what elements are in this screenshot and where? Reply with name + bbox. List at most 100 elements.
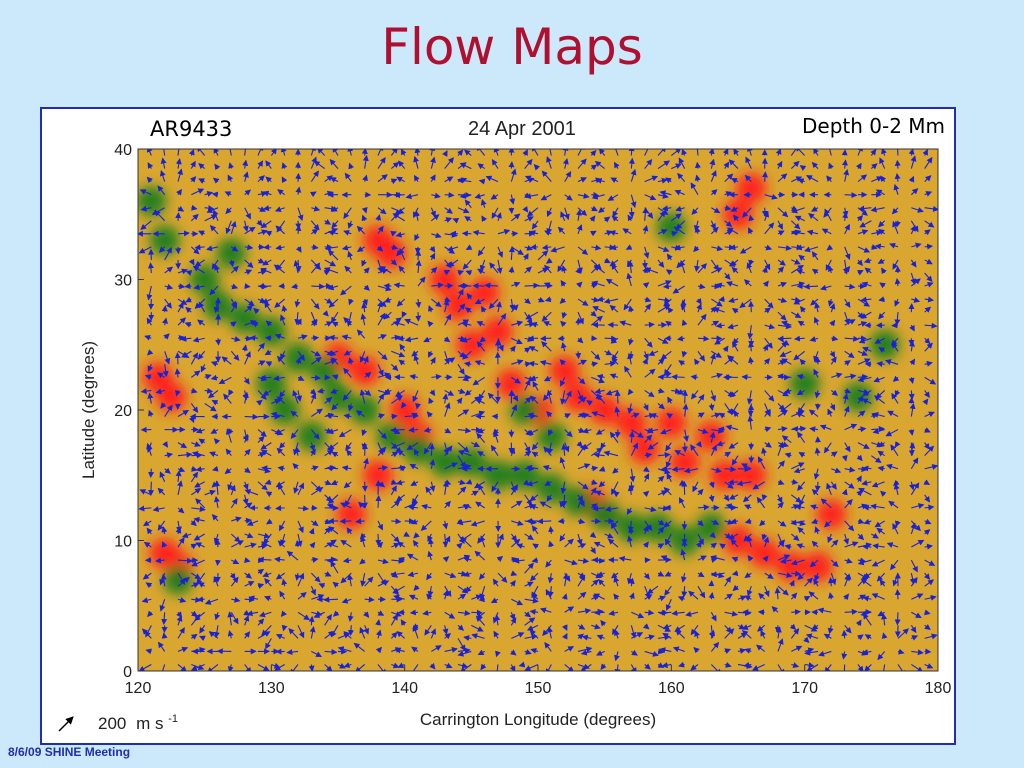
flow-vector bbox=[230, 576, 239, 587]
flow-vector bbox=[339, 518, 352, 525]
flow-vector bbox=[348, 357, 354, 365]
flow-vector bbox=[161, 541, 168, 548]
flow-vector bbox=[276, 220, 286, 233]
flow-vector bbox=[274, 333, 285, 340]
green-region-patch bbox=[483, 460, 513, 491]
flow-vector bbox=[260, 220, 272, 229]
flow-vector bbox=[208, 389, 219, 399]
flow-vector bbox=[244, 335, 253, 342]
flow-vector bbox=[262, 259, 272, 266]
flow-vector bbox=[191, 451, 205, 457]
flow-vector bbox=[353, 642, 366, 652]
flow-vector bbox=[397, 335, 405, 342]
flow-vector bbox=[185, 306, 192, 314]
flow-vector bbox=[249, 335, 259, 342]
flow-vector bbox=[894, 612, 901, 626]
flow-vector bbox=[310, 191, 317, 198]
flow-vector bbox=[146, 349, 154, 356]
flow-vector bbox=[294, 312, 301, 326]
footer-text: 8/6/09 SHINE Meeting bbox=[8, 745, 131, 759]
flow-vector bbox=[327, 284, 339, 291]
flow-vector bbox=[263, 244, 272, 251]
flow-vector bbox=[231, 245, 239, 252]
flow-vector bbox=[281, 624, 288, 632]
flow-vector bbox=[225, 220, 232, 235]
flow-vector bbox=[177, 507, 185, 514]
flow-vector bbox=[164, 404, 173, 417]
flow-vector bbox=[209, 225, 219, 235]
flow-vector bbox=[177, 283, 186, 290]
red-region-patch bbox=[709, 460, 740, 491]
y-tick-label: 20 bbox=[114, 403, 132, 420]
flow-vector bbox=[161, 305, 168, 313]
flow-vector bbox=[181, 532, 192, 539]
flow-vector bbox=[147, 392, 154, 404]
flow-vector bbox=[244, 572, 253, 579]
flow-vector bbox=[231, 540, 244, 548]
green-region-patch bbox=[149, 225, 180, 256]
flow-vector bbox=[343, 349, 352, 356]
flow-vector bbox=[177, 646, 189, 653]
flow-vector bbox=[142, 572, 152, 580]
flow-vector bbox=[774, 625, 781, 634]
flow-vector bbox=[191, 506, 206, 513]
flow-vector bbox=[375, 494, 382, 508]
flow-vector bbox=[244, 467, 251, 474]
flow-vector bbox=[295, 220, 302, 230]
flow-vector bbox=[204, 489, 216, 496]
flow-vector bbox=[275, 634, 285, 640]
red-region-patch bbox=[816, 499, 847, 530]
flow-vector bbox=[212, 209, 219, 221]
flow-vector bbox=[190, 213, 199, 222]
flow-vector bbox=[259, 611, 272, 618]
flow-vector bbox=[324, 479, 332, 486]
flow-vector bbox=[214, 538, 221, 548]
flow-vector bbox=[227, 149, 234, 156]
flow-vector bbox=[231, 596, 241, 603]
flow-vector bbox=[347, 573, 354, 587]
flow-vector bbox=[198, 163, 206, 170]
flow-vector bbox=[294, 573, 301, 581]
flow-vector bbox=[281, 176, 288, 184]
flow-vector bbox=[227, 481, 234, 491]
flow-vector bbox=[324, 219, 332, 225]
x-tick-label: 180 bbox=[925, 680, 952, 697]
flow-vector bbox=[864, 361, 872, 368]
flow-vector bbox=[343, 367, 352, 378]
green-region-patch bbox=[296, 421, 327, 452]
flow-vector bbox=[762, 171, 768, 182]
flow-vector bbox=[275, 481, 285, 488]
flow-vector bbox=[244, 149, 246, 156]
flow-vector bbox=[286, 649, 299, 656]
flow-vector bbox=[164, 246, 172, 261]
flow-vector bbox=[274, 298, 286, 308]
red-region-patch bbox=[589, 395, 620, 425]
flow-vector bbox=[311, 465, 319, 472]
flow-vector bbox=[262, 389, 272, 396]
flow-vector bbox=[257, 556, 272, 563]
flow-vector bbox=[328, 298, 339, 308]
flow-vector bbox=[329, 158, 339, 169]
flow-vector bbox=[164, 452, 174, 459]
flow-vector bbox=[310, 298, 320, 310]
flow-vector bbox=[310, 156, 317, 169]
flow-vector bbox=[184, 321, 192, 328]
flow-vector bbox=[261, 465, 272, 472]
flow-vector bbox=[148, 468, 155, 478]
flow-vector bbox=[243, 171, 249, 182]
flow-vector bbox=[345, 442, 352, 451]
flow-vector bbox=[204, 387, 214, 394]
flow-vector bbox=[204, 374, 212, 380]
flow-vector bbox=[257, 360, 266, 366]
flow-vector bbox=[138, 505, 152, 512]
flow-vector bbox=[694, 161, 701, 169]
flow-vector bbox=[279, 442, 286, 449]
flow-vector bbox=[297, 334, 308, 341]
flow-vector bbox=[176, 611, 183, 618]
flow-vector bbox=[242, 481, 249, 491]
flow-vector bbox=[164, 283, 174, 290]
flow-vector bbox=[181, 350, 192, 358]
flow-vector bbox=[141, 597, 152, 604]
red-region-patch bbox=[456, 329, 487, 360]
flow-vector bbox=[310, 429, 320, 440]
